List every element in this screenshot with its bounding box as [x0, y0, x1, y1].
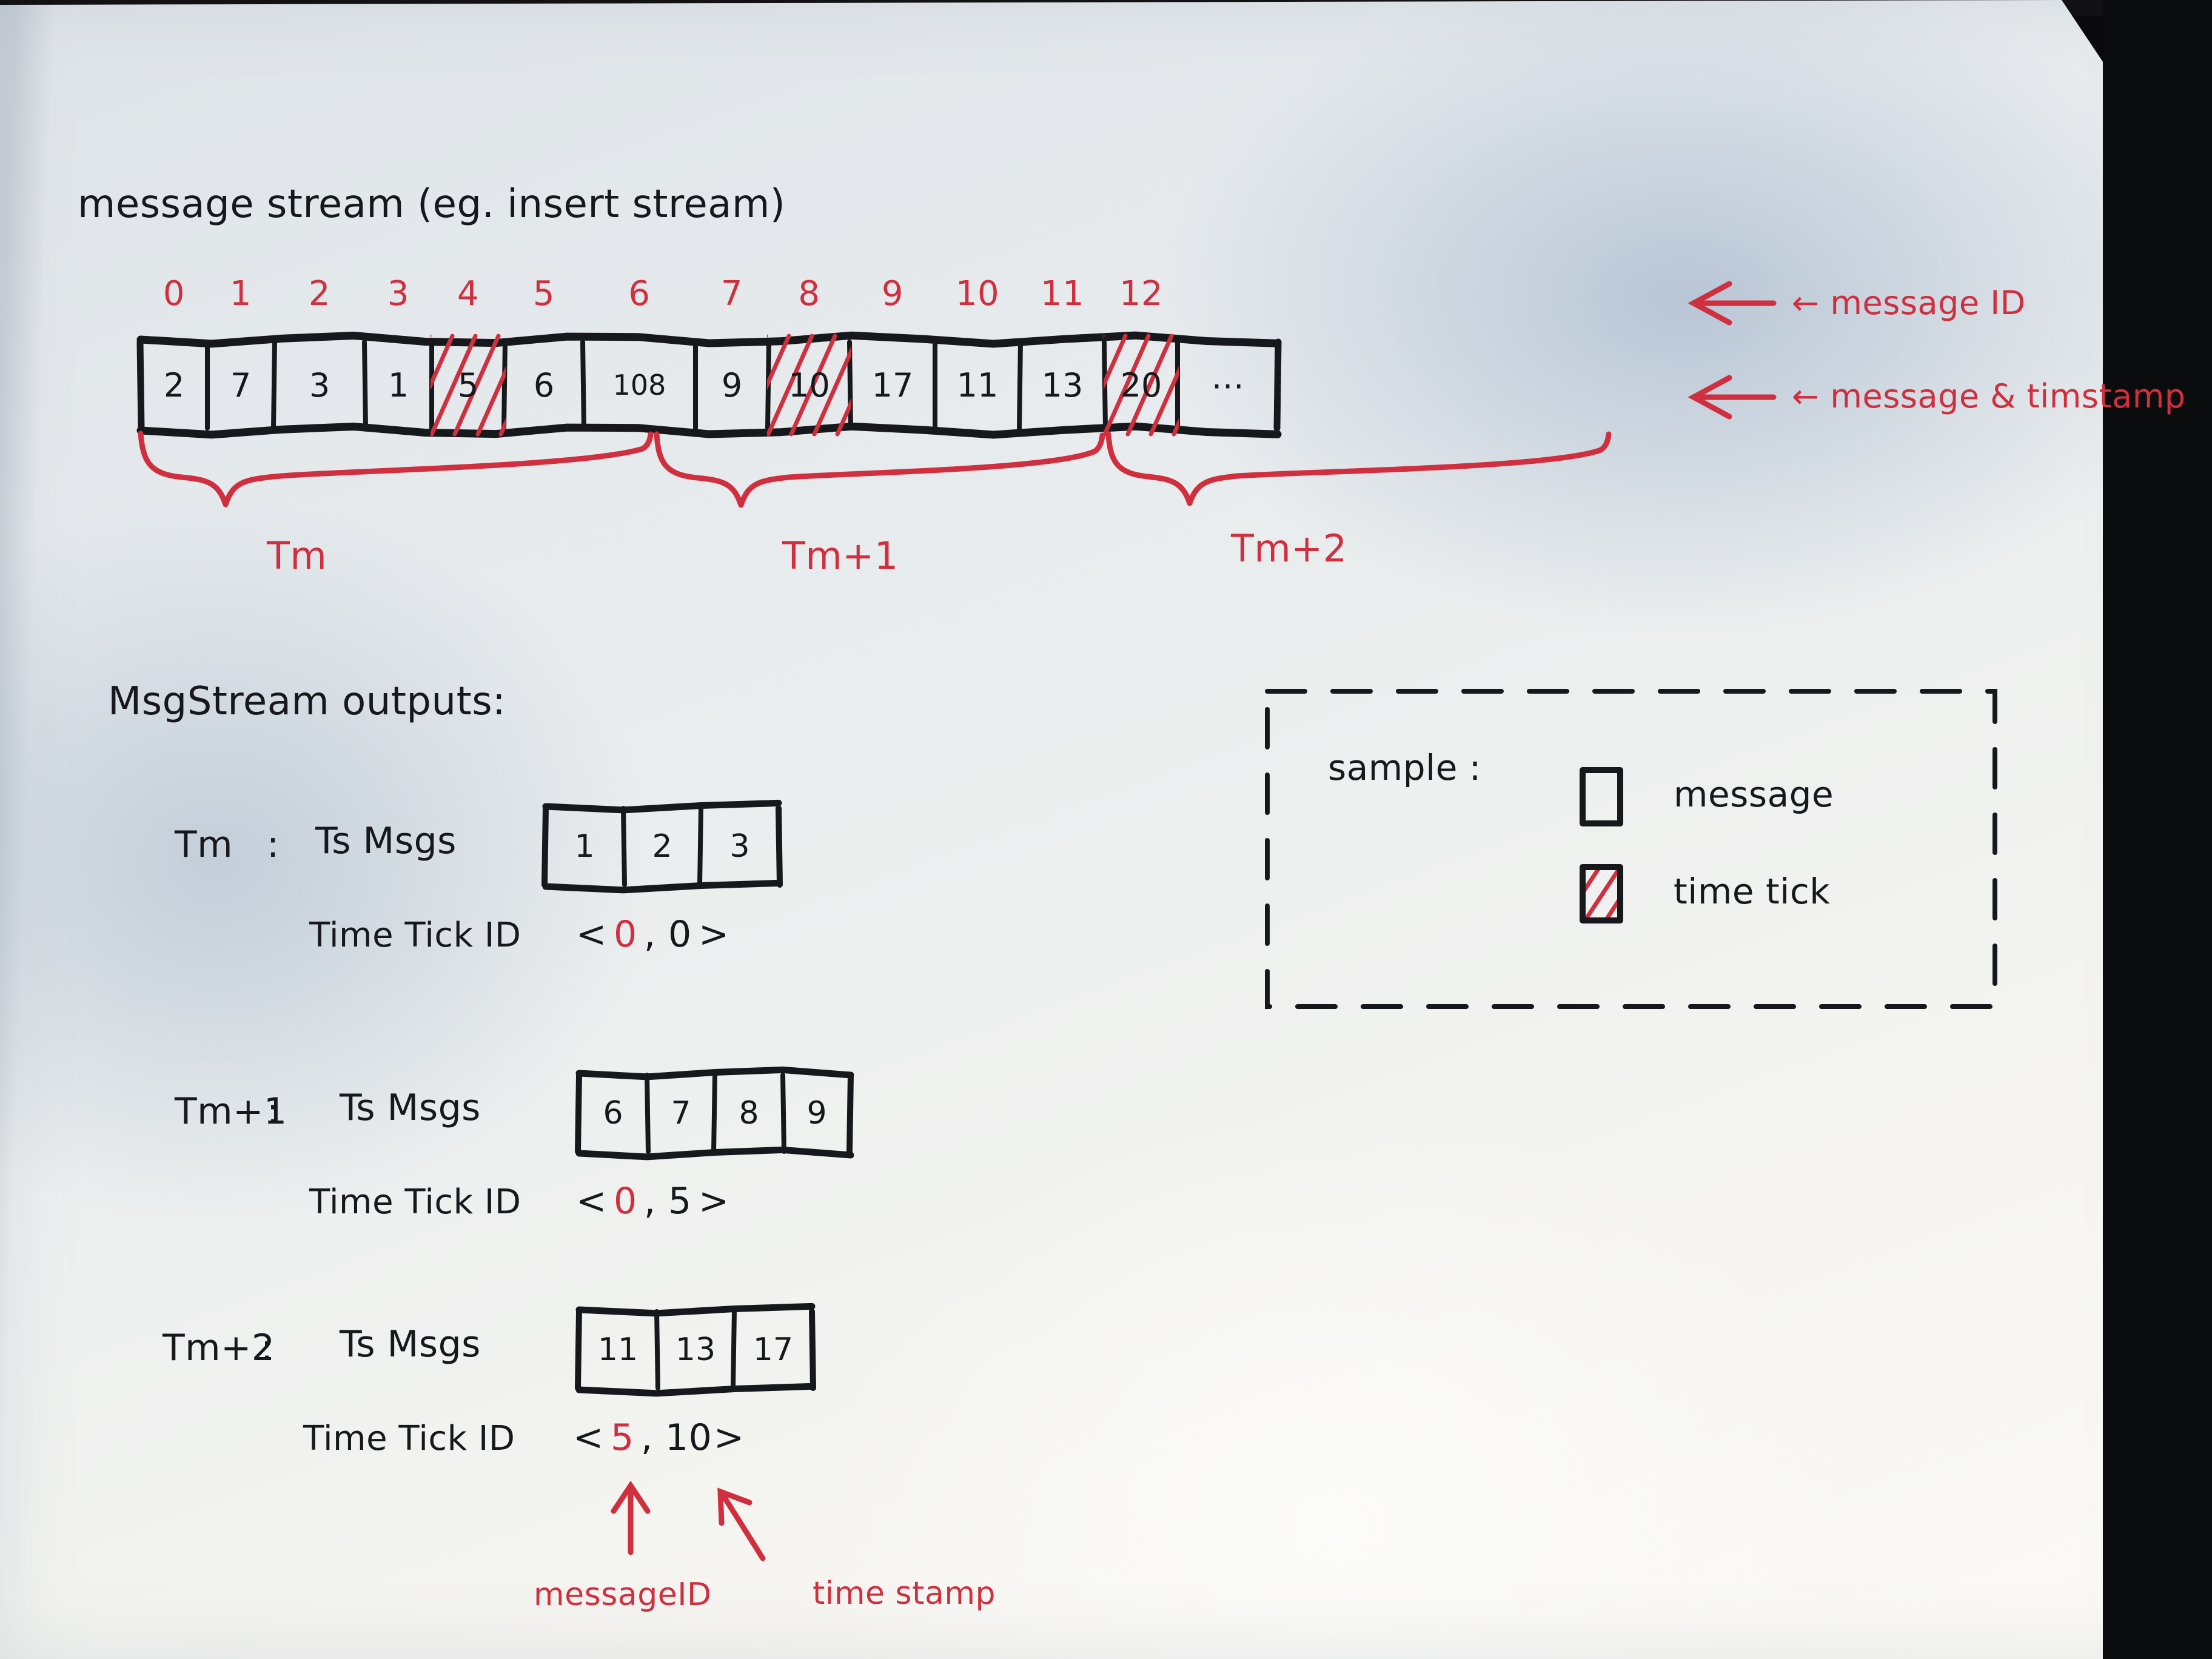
stream-brace-label: Tm+2 — [1231, 526, 1347, 571]
stream-brace-label: Tm+1 — [782, 534, 899, 578]
output-group-name: Tm+1 — [175, 1090, 287, 1133]
stream-index: 9 — [881, 274, 904, 313]
output-group-colon: : — [261, 1327, 273, 1369]
stream-cell-message: 9 — [721, 366, 743, 404]
output-msg-cell: 6 — [603, 1095, 623, 1131]
stream-cell-timetick: 20 — [1120, 366, 1162, 404]
legend-title: sample : — [1328, 747, 1481, 788]
output-msg-cell: 1 — [574, 828, 595, 865]
stream-index: 5 — [532, 274, 555, 313]
stream-cell-timetick: 10 — [788, 366, 830, 404]
timetick-id: 0 — [614, 913, 637, 956]
timetick-timestamp: 0 — [668, 913, 692, 956]
stream-cell-message: 13 — [1041, 366, 1084, 404]
output-msg-cell: 7 — [671, 1095, 691, 1131]
output-msgs-label: Ts Msgs — [315, 820, 457, 862]
outputs-heading: MsgStream outputs: — [108, 679, 506, 724]
label-message-id: ← message ID — [1792, 284, 2026, 322]
page-title: message stream (eg. insert stream) — [78, 182, 786, 227]
stream-cell-message: 17 — [871, 366, 914, 404]
stream-cell-message: 3 — [309, 366, 330, 404]
output-msg-cell: 8 — [739, 1095, 759, 1131]
output-msgs-label: Ts Msgs — [340, 1323, 481, 1366]
stream-brace-label: Tm — [267, 534, 327, 578]
timetick-id: 5 — [611, 1416, 634, 1459]
output-msg-cell: 9 — [806, 1095, 827, 1131]
stream-cell-message: 2 — [163, 366, 185, 404]
stream-cell-message: 1 — [387, 366, 409, 404]
timetick-open: < — [576, 1180, 607, 1222]
output-group-name: Tm — [175, 823, 233, 866]
timetick-comma: , — [644, 1180, 656, 1222]
stream-index: 11 — [1040, 274, 1085, 313]
stream-index: 10 — [955, 274, 1000, 313]
timetick-comma: , — [644, 913, 656, 956]
callout-timestamp: time stamp — [813, 1575, 996, 1612]
stream-index: 2 — [308, 274, 331, 313]
stream-cell-message: 108 — [612, 369, 666, 401]
paper-sheet — [0, 0, 2134, 1659]
legend-item-label: time tick — [1674, 871, 1831, 912]
stream-index: 0 — [163, 274, 186, 313]
stream-index: 8 — [798, 274, 820, 313]
photo-right-edge — [2103, 0, 2212, 1659]
output-group-colon: : — [267, 823, 280, 866]
stream-cell-message: 7 — [230, 366, 252, 404]
timetick-close: > — [699, 1180, 729, 1222]
stream-index: 1 — [229, 274, 252, 313]
output-msg-cell: 2 — [652, 828, 672, 865]
timetick-timestamp: 10 — [665, 1416, 712, 1459]
output-msg-cell: 13 — [675, 1332, 716, 1368]
timetick-close: > — [699, 913, 729, 956]
output-group-name: Tm+2 — [163, 1327, 275, 1369]
label-message-timestamp: ← message & timstamp — [1792, 377, 2186, 415]
timetick-open: < — [576, 913, 607, 956]
stream-index: 3 — [387, 274, 410, 313]
output-group-colon: : — [267, 1090, 280, 1133]
output-msg-cell: 11 — [597, 1332, 638, 1368]
timetick-label: Time Tick ID — [309, 1182, 521, 1222]
stream-cell-message: 11 — [956, 366, 999, 404]
timetick-comma: , — [641, 1416, 653, 1459]
stream-index: 12 — [1119, 274, 1164, 313]
timetick-label: Time Tick ID — [303, 1419, 515, 1458]
output-msg-cell: 3 — [729, 828, 750, 865]
timetick-label: Time Tick ID — [309, 916, 521, 955]
stream-cell-message: ⋯ — [1211, 366, 1244, 404]
stream-index: 7 — [720, 274, 743, 313]
timetick-close: > — [714, 1416, 745, 1459]
stream-cell-timetick: 5 — [457, 366, 479, 404]
output-msg-cell: 17 — [752, 1332, 794, 1368]
stream-index: 4 — [457, 274, 480, 313]
timetick-timestamp: 5 — [668, 1180, 692, 1222]
output-msgs-label: Ts Msgs — [340, 1087, 481, 1129]
legend-item-label: message — [1674, 774, 1834, 815]
stream-cell-message: 6 — [533, 366, 555, 404]
timetick-id: 0 — [614, 1180, 637, 1222]
stream-index: 6 — [628, 274, 651, 313]
callout-message-id: messageID — [534, 1577, 712, 1613]
timetick-open: < — [573, 1416, 604, 1459]
